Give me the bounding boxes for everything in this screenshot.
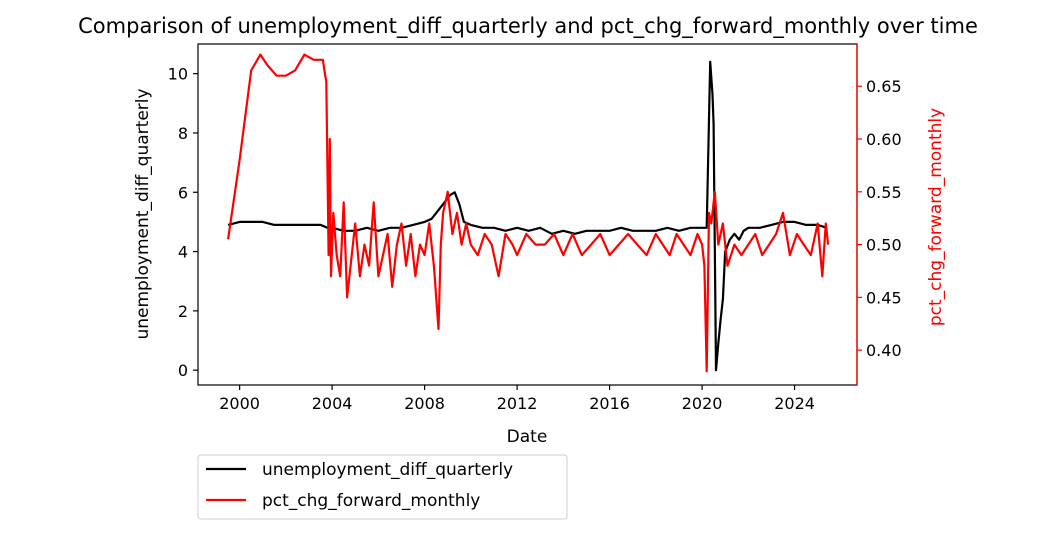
y-left-tick-label: 4 (178, 243, 188, 262)
x-axis-label: Date (507, 427, 548, 447)
x-tick-label: 2020 (682, 394, 723, 413)
x-tick-label: 2004 (312, 394, 353, 413)
y-right-tick-label: 0.60 (866, 130, 902, 149)
series-layer (227, 53, 830, 373)
y-right-tick-label: 0.45 (866, 288, 902, 307)
y-axis-left-label: unemployment_diff_quarterly (133, 88, 153, 339)
legend-label-pct-chg: pct_chg_forward_monthly (262, 491, 480, 511)
y-right-tick-label: 0.55 (866, 183, 902, 202)
x-axis: 2000 2004 2008 2012 2016 2020 2024 (219, 385, 815, 413)
y-axis-right: 0.40 0.45 0.50 0.55 0.60 0.65 (856, 44, 902, 385)
y-right-tick-label: 0.65 (866, 77, 902, 96)
x-tick-label: 2024 (774, 394, 815, 413)
legend: unemployment_diff_quarterly pct_chg_forw… (197, 454, 568, 520)
plot-area (197, 43, 858, 386)
y-right-tick-label: 0.50 (866, 236, 902, 255)
x-tick-label: 2012 (497, 394, 538, 413)
y-left-tick-label: 6 (178, 183, 188, 202)
y-right-tick-label: 0.40 (866, 341, 902, 360)
series-line-pct-chg-forward-monthly (227, 53, 830, 373)
y-left-tick-label: 2 (178, 302, 188, 321)
legend-frame (197, 454, 568, 520)
y-left-tick-label: 8 (178, 124, 188, 143)
y-axis-right-label: pct_chg_forward_monthly (926, 108, 946, 326)
chart-title: Comparison of unemployment_diff_quarterl… (78, 14, 978, 39)
x-tick-label: 2008 (404, 394, 445, 413)
x-tick-label: 2000 (219, 394, 260, 413)
y-left-tick-label: 0 (178, 361, 188, 380)
y-left-tick-label: 10 (168, 65, 188, 84)
y-axis-left: 0 2 4 6 8 10 (168, 65, 198, 380)
legend-label-unemployment: unemployment_diff_quarterly (262, 460, 513, 480)
x-tick-label: 2016 (589, 394, 630, 413)
